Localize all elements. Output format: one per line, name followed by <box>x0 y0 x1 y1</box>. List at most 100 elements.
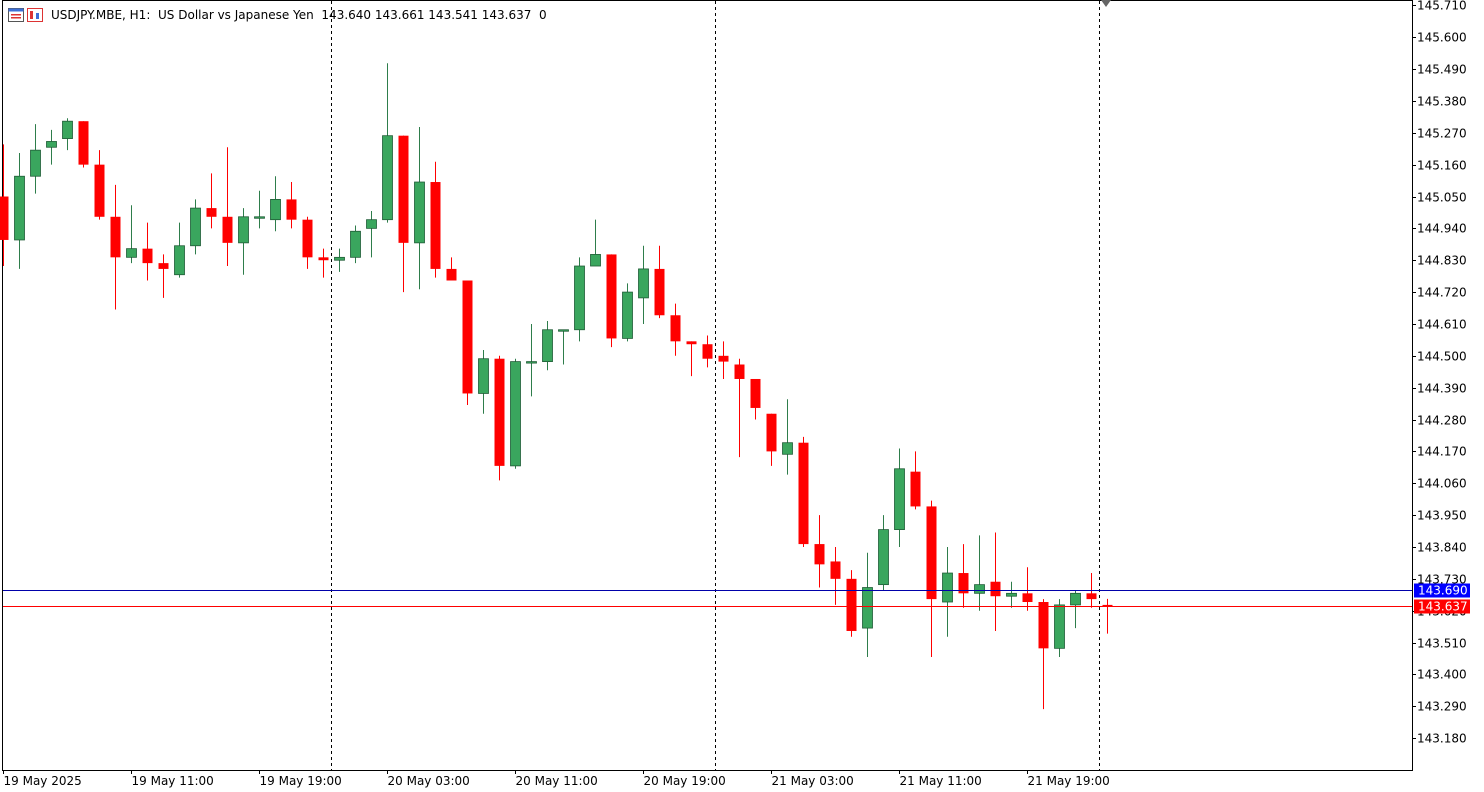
price-axis[interactable]: 145.710 145.600 145.490 145.380 145.270 145.1… <box>1412 0 1467 746</box>
window-list-icon[interactable] <box>8 8 24 22</box>
bear-candle-body <box>94 164 105 217</box>
bear-candle-body <box>846 578 857 631</box>
symbol-timeframe: USDJPY.MBE, H1: <box>51 8 151 22</box>
price-tick-label: 144.170 <box>1417 445 1467 459</box>
candles <box>0 63 1113 710</box>
bear-candle-body <box>734 364 745 379</box>
price-tick-label: 145.710 <box>1417 0 1467 13</box>
bear-candle-body <box>462 280 473 394</box>
bear-candle-body <box>398 135 409 243</box>
bear-candle-body <box>766 413 777 452</box>
bull-candle-body <box>254 216 265 219</box>
bear-candle-body <box>718 355 729 362</box>
bear-candle-body <box>206 208 217 217</box>
bear-candle-body <box>0 196 9 240</box>
bear-candle-body <box>798 442 809 545</box>
bear-candle-body <box>1102 604 1113 607</box>
bear-candle-body <box>430 182 441 269</box>
bear-candle-body <box>654 268 665 316</box>
bull-candle-body <box>974 584 985 594</box>
bull-candle-body <box>574 265 585 331</box>
time-tick-label: 21 May 03:00 <box>772 774 854 788</box>
price-tick-label: 143.290 <box>1417 700 1467 714</box>
price-tick-label: 143.950 <box>1417 509 1467 523</box>
bull-candle-body <box>190 207 201 247</box>
bull-candle-body <box>1054 604 1065 649</box>
time-tick-label: 20 May 19:00 <box>644 774 726 788</box>
time-tick-label: 19 May 19:00 <box>260 774 342 788</box>
ask-price-label: 143.690 <box>1418 584 1468 598</box>
price-tick-label: 144.830 <box>1417 254 1467 268</box>
bear-candle-body <box>142 248 153 264</box>
time-tick-label: 21 May 11:00 <box>900 774 982 788</box>
price-tick-label: 144.060 <box>1417 477 1467 491</box>
bull-candle-body <box>1070 592 1081 606</box>
bid-price-tag <box>1414 599 1470 614</box>
bear-candle-body <box>110 216 121 258</box>
price-tick-label: 143.840 <box>1417 541 1467 555</box>
price-tick-label: 144.940 <box>1417 222 1467 236</box>
bull-candle-body <box>126 248 137 258</box>
bull-candle-body <box>174 245 185 276</box>
bull-candle-body <box>590 254 601 267</box>
bull-candle-body <box>62 120 73 139</box>
price-tick-label: 144.610 <box>1417 318 1467 332</box>
bear-candle-body <box>222 216 233 243</box>
bear-candle-body <box>446 268 457 281</box>
bear-candle-body <box>990 581 1001 597</box>
ohlc-values: 143.640 143.661 143.541 143.637 <box>321 8 532 22</box>
bear-candle-body <box>686 341 697 345</box>
price-tick-label: 144.720 <box>1417 286 1467 300</box>
chart-type-icon[interactable] <box>27 8 43 22</box>
bear-candle-body <box>926 506 937 600</box>
time-tick-label: 20 May 03:00 <box>388 774 470 788</box>
bear-candle-body <box>286 199 297 220</box>
bull-candle-body <box>878 529 889 586</box>
price-tick-label: 143.400 <box>1417 668 1467 682</box>
bid-price-label: 143.637 <box>1418 600 1468 614</box>
plot-frame <box>2 0 1413 771</box>
bear-candle-body <box>78 121 89 165</box>
bull-candle-body <box>334 256 345 261</box>
price-tick-label: 145.380 <box>1417 95 1467 109</box>
bull-candle-body <box>478 358 489 394</box>
bull-candle-body <box>270 199 281 221</box>
bear-candle-body <box>702 344 713 359</box>
price-tick-label: 144.390 <box>1417 382 1467 396</box>
bear-candle-body <box>1022 593 1033 603</box>
time-tick-label: 20 May 11:00 <box>516 774 598 788</box>
time-tick-label: 19 May 2025 <box>4 774 82 788</box>
bear-candle-body <box>830 561 841 579</box>
time-tick-label: 19 May 11:00 <box>132 774 214 788</box>
price-lines <box>3 590 1412 607</box>
bull-candle-body <box>542 329 553 363</box>
bull-candle-body <box>238 216 249 244</box>
bear-candle-body <box>302 219 313 258</box>
bear-candle-body <box>910 471 921 507</box>
bull-candle-body <box>1006 592 1017 597</box>
bull-candle-body <box>526 361 537 364</box>
bear-candle-body <box>670 315 681 342</box>
bear-candle-body <box>958 573 969 594</box>
shift-marker-icon[interactable] <box>1101 0 1111 7</box>
bull-candle-body <box>894 468 905 530</box>
price-tags: 143.690 143.637 <box>1414 583 1470 614</box>
bear-candle-body <box>1038 602 1049 649</box>
price-tick-label: 145.600 <box>1417 31 1467 45</box>
bear-candle-body <box>318 257 329 261</box>
price-tick-label: 144.280 <box>1417 414 1467 428</box>
price-tick-label: 145.270 <box>1417 127 1467 141</box>
price-tick-label: 143.510 <box>1417 637 1467 651</box>
time-tick-label: 21 May 19:00 <box>1028 774 1110 788</box>
bear-candle-body <box>814 544 825 565</box>
bull-candle-body <box>14 175 25 241</box>
symbol-description: US Dollar vs Japanese Yen <box>158 8 314 22</box>
period-separators <box>331 1 1100 770</box>
bear-candle-body <box>750 378 761 408</box>
bull-candle-body <box>558 329 569 332</box>
bear-candle-body <box>158 263 169 269</box>
bull-candle-body <box>350 230 361 258</box>
volume-value: 0 <box>539 8 547 22</box>
time-axis[interactable]: 19 May 2025 19 May 11:00 19 May 19:00 20 Ma… <box>3 770 1110 788</box>
